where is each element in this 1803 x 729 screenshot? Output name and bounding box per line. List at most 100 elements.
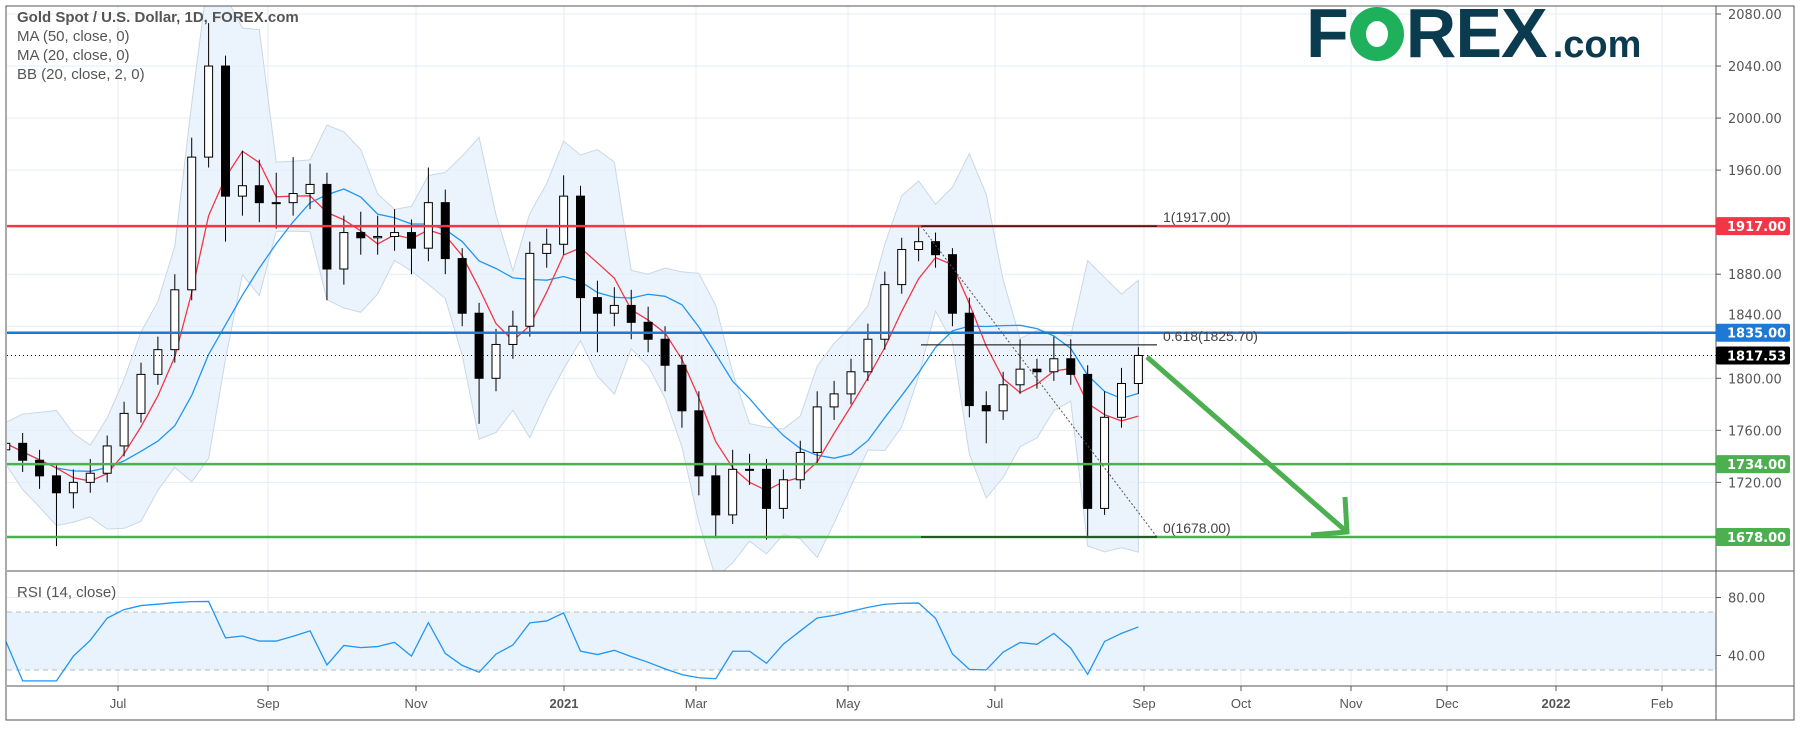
level-tag-bg [1716, 528, 1790, 547]
candle [778, 479, 788, 509]
bollinger-band [7, 6, 1139, 571]
candle [660, 338, 670, 366]
candle [406, 232, 416, 249]
price-tick-label: 2040.00 [1728, 60, 1782, 75]
price-tick-label: 1720.00 [1728, 476, 1782, 491]
candle [643, 321, 653, 340]
candle [626, 304, 636, 323]
time-tick-label: Nov [404, 696, 428, 711]
logo-coin-icon [1349, 7, 1404, 61]
candle [491, 343, 501, 379]
time-tick-label: 2021 [550, 696, 579, 711]
time-tick-label: Oct [1231, 696, 1252, 711]
fib-label: 1(1917.00) [1163, 209, 1231, 225]
legend-bb: BB (20, close, 2, 0) [17, 66, 145, 83]
price-tick-label: 1840.00 [1728, 309, 1782, 324]
level-tag-bg [1716, 323, 1790, 342]
time-tick-label: Feb [1651, 696, 1673, 711]
candle [761, 468, 771, 509]
candle [339, 232, 349, 270]
candle [829, 393, 839, 408]
candle [35, 459, 45, 477]
price-tick-label: 1760.00 [1728, 424, 1782, 439]
candle [711, 475, 721, 516]
candle [7, 442, 11, 451]
candle [51, 475, 61, 494]
last-price-tag: 1817.53 [1727, 349, 1786, 364]
candle [1116, 382, 1126, 418]
legend-title: Gold Spot / U.S. Dollar, 1D, FOREX.com [17, 9, 299, 26]
candle [947, 254, 957, 314]
candle [559, 195, 569, 245]
candle [525, 252, 535, 327]
candle [981, 405, 991, 412]
candle [288, 193, 298, 204]
time-tick-label: Sep [256, 696, 279, 711]
level-tag-bg [1716, 455, 1790, 474]
candle [119, 412, 129, 447]
chart-legend: Gold Spot / U.S. Dollar, 1D, FOREX.com M… [17, 8, 299, 84]
price-plot [7, 6, 1143, 571]
forecast-arrow-line [1145, 355, 1349, 534]
candle [542, 243, 552, 254]
candle [812, 406, 822, 453]
legend-ma20: MA (20, close, 0) [17, 47, 130, 64]
time-tick-label: Jul [110, 696, 127, 711]
candle [237, 185, 247, 197]
candle [204, 65, 214, 158]
fib-label: 0.618(1825.70) [1163, 328, 1258, 344]
candle [592, 297, 602, 314]
candle [1083, 373, 1093, 509]
candle [170, 289, 180, 351]
candle [609, 304, 619, 314]
candle [136, 373, 146, 414]
time-tick-label: Dec [1435, 696, 1459, 711]
candle [271, 202, 281, 205]
candle [474, 312, 484, 379]
candle [187, 156, 197, 291]
time-tick-label: Nov [1339, 696, 1363, 711]
time-tick-label: Mar [685, 696, 708, 711]
candle [728, 468, 738, 516]
rsi-line [5, 600, 1139, 682]
candle [914, 241, 924, 250]
candle [68, 481, 78, 494]
candle [373, 235, 383, 239]
candle [1066, 358, 1076, 375]
candle [897, 248, 907, 286]
candle [221, 65, 231, 197]
candle [305, 183, 315, 195]
fib-trend-line [920, 225, 1158, 538]
forex-logo: F REX .com [1306, 0, 1641, 72]
candle [102, 445, 112, 474]
level-tag: 1917.00 [1727, 220, 1786, 235]
candle [254, 185, 264, 204]
time-tick-label: Sep [1132, 696, 1155, 711]
price-tick-label: 2080.00 [1728, 8, 1782, 23]
price-tick-label: 2000.00 [1728, 112, 1782, 127]
price-tick-label: 1800.00 [1728, 372, 1782, 387]
candle [390, 232, 400, 237]
chart-frame [5, 5, 1795, 721]
arrow-head-icon [1310, 496, 1350, 538]
candle [694, 410, 704, 477]
logo-f: F [1306, 0, 1349, 72]
candle [998, 384, 1008, 412]
candle [576, 195, 586, 299]
legend-ma50: MA (50, close, 0) [17, 28, 130, 45]
rsi-label: RSI (14, close) [17, 584, 117, 601]
candle [1032, 368, 1042, 373]
candle [677, 364, 687, 412]
candle [1049, 358, 1059, 373]
candle [85, 472, 95, 483]
rsi-band [7, 612, 1716, 670]
level-tag: 1734.00 [1727, 458, 1786, 473]
rsi-tick-label: 80.00 [1728, 592, 1765, 607]
candle [440, 202, 450, 260]
logo-rex: REX [1405, 0, 1548, 72]
candle [964, 312, 974, 407]
candle [795, 451, 805, 481]
candle [18, 442, 28, 461]
candle [931, 241, 941, 256]
